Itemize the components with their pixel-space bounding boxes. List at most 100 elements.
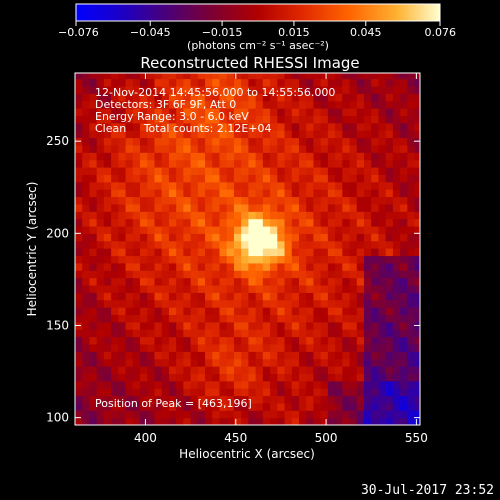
heatmap-cell (168, 366, 177, 374)
heatmap-cell (140, 73, 148, 80)
heatmap-cell (161, 166, 170, 175)
heatmap-cell (306, 181, 315, 190)
heatmap-cell (262, 211, 271, 220)
heatmap-cell (277, 181, 286, 190)
heatmap-cell (190, 115, 199, 124)
heatmap-cell (140, 159, 148, 168)
heatmap-cell (168, 203, 177, 212)
heatmap-cell (349, 166, 358, 175)
heatmap-cell (233, 78, 242, 87)
heatmap-cell (168, 130, 177, 139)
heatmap-cell (241, 137, 250, 146)
heatmap-cell (89, 115, 98, 124)
chart-title: Reconstructed RHESSI Image (140, 54, 359, 72)
heatmap-cell (392, 100, 401, 109)
generation-date: 30-Jul-2017 23:52 (360, 483, 494, 498)
heatmap-cell (154, 314, 163, 323)
heatmap-cell (233, 240, 242, 249)
heatmap-cell (407, 240, 416, 249)
heatmap-cell (118, 73, 127, 80)
heatmap-cell (270, 108, 278, 116)
heatmap-cell (349, 321, 358, 330)
heatmap-cell (291, 343, 300, 352)
heatmap-cell (385, 85, 394, 94)
heatmap-cell (262, 196, 271, 205)
heatmap-cell (111, 299, 119, 308)
heatmap-cell (233, 366, 242, 374)
heatmap-cell (183, 380, 192, 389)
heatmap-cell (125, 203, 134, 212)
heatmap-cell (392, 314, 401, 323)
heatmap-cell (132, 262, 141, 271)
heatmap-cell (385, 152, 394, 161)
heatmap-cell (219, 314, 228, 323)
heatmap-cell (111, 240, 119, 249)
heatmap-cell (356, 211, 365, 220)
heatmap-cell (111, 336, 119, 345)
heatmap-cell (378, 358, 387, 367)
heatmap-cell (82, 78, 91, 87)
heatmap-cell (82, 108, 91, 116)
heatmap-cell (212, 255, 221, 264)
heatmap-cell (349, 211, 358, 220)
heatmap-cell (89, 388, 98, 397)
heatmap-cell (147, 122, 156, 131)
heatmap-cell (205, 100, 213, 109)
heatmap-cell (291, 166, 300, 175)
heatmap-cell (161, 122, 170, 131)
heatmap-cell (75, 240, 83, 249)
heatmap-cell (378, 329, 387, 338)
heatmap-cell (392, 366, 401, 374)
heatmap-cell (219, 284, 228, 293)
heatmap-cell (161, 270, 170, 279)
heatmap-cell (335, 299, 343, 308)
heatmap-cell (298, 174, 307, 183)
heatmap-cell (364, 388, 372, 397)
heatmap-cell (407, 137, 416, 146)
heatmap-cell (118, 196, 127, 205)
heatmap-cell (291, 314, 300, 323)
heatmap-cell (226, 402, 235, 411)
heatmap-cell (226, 144, 235, 153)
heatmap-cell (277, 373, 286, 382)
heatmap-cell (241, 380, 250, 389)
heatmap-cell (132, 189, 141, 198)
heatmap-cell (111, 73, 119, 80)
heatmap-cell (255, 73, 264, 80)
heatmap-cell (154, 299, 163, 308)
heatmap-cell (241, 73, 250, 80)
heatmap-cell (168, 314, 177, 323)
heatmap-cell (103, 321, 112, 330)
heatmap-cell (226, 211, 235, 220)
heatmap-cell (284, 292, 293, 301)
heatmap-cell (212, 203, 221, 212)
heatmap-cell (298, 166, 307, 175)
heatmap-cell (277, 100, 286, 109)
heatmap-cell (284, 240, 293, 249)
heatmap-cell (183, 73, 192, 80)
heatmap-cell (176, 410, 184, 419)
heatmap-cell (140, 395, 148, 404)
heatmap-cell (140, 321, 148, 330)
heatmap-cell (96, 277, 105, 286)
heatmap-cell (400, 292, 408, 301)
heatmap-cell (176, 189, 184, 198)
heatmap-cell (270, 402, 278, 411)
heatmap-cell (248, 336, 257, 345)
heatmap-cell (103, 115, 112, 124)
heatmap-cell (392, 73, 401, 80)
heatmap-cell (118, 380, 127, 389)
heatmap-cell (118, 284, 127, 293)
heatmap-cell (190, 270, 199, 279)
heatmap-cell (190, 181, 199, 190)
heatmap-cell (327, 299, 336, 308)
heatmap-cell (378, 366, 387, 374)
heatmap-cell (392, 417, 401, 425)
heatmap-cell (313, 137, 322, 146)
heatmap-cell (75, 85, 83, 94)
heatmap-cell (270, 299, 278, 308)
heatmap-cell (168, 373, 177, 382)
heatmap-cell (132, 218, 141, 227)
heatmap-cell (414, 78, 420, 87)
heatmap-cell (284, 218, 293, 227)
